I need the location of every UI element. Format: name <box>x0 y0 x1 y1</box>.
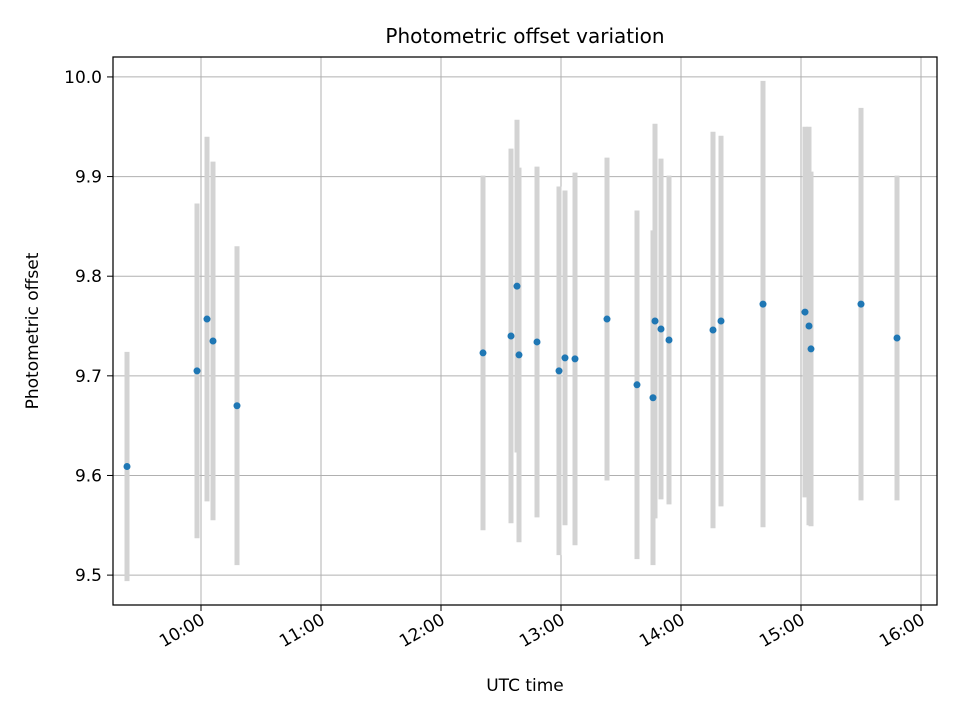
data-point <box>533 338 541 346</box>
data-points <box>123 282 901 471</box>
data-point <box>233 402 241 410</box>
data-point <box>759 300 767 308</box>
x-tick-label: 16:00 <box>876 610 928 652</box>
chart-title: Photometric offset variation <box>385 24 664 48</box>
y-axis-ticks: 9.5 9.6 9.7 9.8 9.9 10.0 <box>64 68 113 586</box>
data-point <box>807 345 815 353</box>
x-tick-label: 11:00 <box>276 610 328 652</box>
data-point <box>555 367 563 375</box>
data-point <box>805 322 813 330</box>
error-bars <box>124 80 900 582</box>
x-tick-label: 10:00 <box>156 610 208 652</box>
x-axis-label: UTC time <box>486 676 564 696</box>
y-tick-label: 9.6 <box>75 466 102 486</box>
x-tick-label: 14:00 <box>636 610 688 652</box>
data-point <box>717 317 725 325</box>
data-point <box>857 300 865 308</box>
data-point <box>479 349 487 357</box>
x-tick-label: 15:00 <box>756 610 808 652</box>
data-point <box>515 351 523 359</box>
data-point <box>209 337 217 345</box>
data-point <box>657 325 665 333</box>
data-point <box>665 336 673 344</box>
data-point <box>193 367 201 375</box>
data-point <box>507 332 515 340</box>
y-tick-label: 10.0 <box>64 68 102 88</box>
data-point <box>649 394 657 402</box>
x-tick-label: 12:00 <box>396 610 448 652</box>
data-point <box>633 381 641 389</box>
data-point <box>893 334 901 342</box>
y-axis-label: Photometric offset <box>23 252 43 409</box>
x-axis-ticks: 10:00 11:00 12:00 13:00 14:00 15:00 16:00 <box>156 605 929 652</box>
plot-frame <box>112 56 938 606</box>
data-point <box>603 315 611 323</box>
data-point <box>571 355 579 363</box>
data-point <box>123 463 131 471</box>
data-point <box>709 326 717 334</box>
y-tick-label: 9.8 <box>75 267 102 287</box>
y-tick-label: 9.9 <box>75 168 102 188</box>
grid <box>113 57 937 605</box>
y-tick-label: 9.5 <box>75 566 102 586</box>
data-point <box>801 308 809 316</box>
data-point <box>513 282 521 290</box>
y-tick-label: 9.7 <box>75 367 102 387</box>
data-point <box>203 315 211 323</box>
data-point <box>561 354 569 362</box>
x-tick-label: 13:00 <box>516 610 568 652</box>
data-point <box>651 317 659 325</box>
